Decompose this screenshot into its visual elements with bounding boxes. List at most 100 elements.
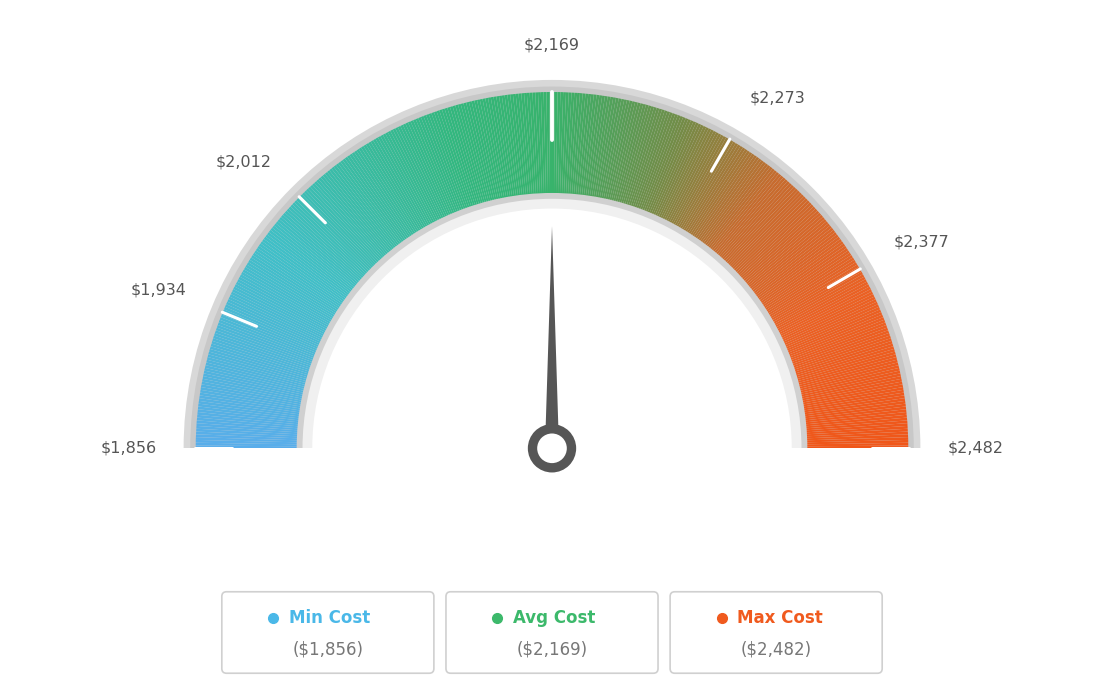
- Wedge shape: [277, 215, 359, 285]
- Wedge shape: [567, 90, 577, 195]
- Wedge shape: [556, 90, 561, 195]
- Wedge shape: [194, 426, 299, 435]
- Text: $2,482: $2,482: [947, 441, 1004, 456]
- Wedge shape: [230, 288, 326, 337]
- Wedge shape: [679, 138, 734, 230]
- Wedge shape: [261, 237, 347, 301]
- Wedge shape: [194, 415, 299, 426]
- Wedge shape: [799, 367, 902, 393]
- Wedge shape: [752, 228, 837, 295]
- Wedge shape: [743, 213, 825, 284]
- Wedge shape: [750, 224, 834, 291]
- Wedge shape: [666, 128, 714, 223]
- Wedge shape: [328, 167, 395, 250]
- Wedge shape: [753, 230, 839, 296]
- Wedge shape: [194, 423, 299, 433]
- Wedge shape: [326, 168, 393, 252]
- Wedge shape: [367, 139, 423, 231]
- Wedge shape: [699, 157, 763, 244]
- Wedge shape: [715, 174, 785, 255]
- Wedge shape: [789, 322, 889, 361]
- Wedge shape: [479, 97, 502, 200]
- Wedge shape: [607, 98, 633, 201]
- Wedge shape: [213, 327, 314, 364]
- Wedge shape: [612, 99, 638, 202]
- Wedge shape: [803, 397, 907, 415]
- Text: ($1,856): ($1,856): [293, 640, 363, 658]
- Wedge shape: [251, 251, 340, 311]
- Wedge shape: [722, 183, 796, 262]
- Wedge shape: [633, 108, 668, 208]
- Wedge shape: [282, 211, 362, 282]
- Wedge shape: [562, 90, 569, 195]
- Wedge shape: [444, 106, 478, 207]
- Wedge shape: [764, 251, 853, 311]
- Wedge shape: [792, 329, 891, 366]
- Wedge shape: [293, 199, 370, 273]
- Wedge shape: [778, 286, 873, 335]
- Wedge shape: [193, 434, 299, 440]
- Wedge shape: [762, 247, 850, 308]
- Wedge shape: [638, 111, 676, 210]
- Wedge shape: [194, 417, 299, 428]
- Wedge shape: [224, 301, 321, 346]
- Wedge shape: [493, 94, 512, 198]
- Wedge shape: [713, 172, 783, 255]
- Wedge shape: [496, 94, 514, 198]
- Wedge shape: [747, 219, 830, 288]
- Wedge shape: [644, 114, 684, 213]
- Wedge shape: [376, 134, 429, 227]
- Wedge shape: [195, 406, 300, 420]
- Wedge shape: [605, 98, 630, 201]
- Wedge shape: [298, 193, 374, 269]
- Wedge shape: [538, 90, 544, 195]
- Text: $2,377: $2,377: [894, 235, 949, 249]
- Wedge shape: [501, 93, 518, 197]
- Wedge shape: [628, 106, 662, 207]
- Wedge shape: [704, 161, 769, 247]
- Wedge shape: [428, 111, 466, 210]
- Wedge shape: [201, 373, 305, 397]
- Wedge shape: [552, 90, 555, 195]
- Wedge shape: [779, 290, 875, 339]
- Wedge shape: [736, 203, 816, 276]
- Wedge shape: [804, 406, 909, 420]
- Wedge shape: [592, 94, 611, 198]
- Wedge shape: [641, 112, 681, 212]
- Wedge shape: [560, 90, 566, 195]
- Wedge shape: [782, 295, 878, 342]
- Wedge shape: [463, 100, 491, 203]
- Wedge shape: [587, 93, 605, 198]
- Wedge shape: [195, 412, 300, 424]
- Wedge shape: [660, 124, 708, 220]
- Wedge shape: [193, 446, 298, 448]
- Wedge shape: [793, 335, 893, 370]
- Wedge shape: [197, 397, 301, 415]
- Wedge shape: [226, 295, 322, 342]
- Text: Avg Cost: Avg Cost: [513, 609, 595, 627]
- Wedge shape: [220, 311, 318, 353]
- Wedge shape: [805, 443, 911, 446]
- Wedge shape: [194, 420, 299, 431]
- Wedge shape: [274, 219, 357, 288]
- Wedge shape: [693, 150, 754, 239]
- Wedge shape: [433, 109, 470, 209]
- Wedge shape: [647, 116, 689, 214]
- Wedge shape: [205, 354, 308, 384]
- Wedge shape: [802, 386, 905, 406]
- Wedge shape: [219, 314, 317, 355]
- Wedge shape: [360, 144, 418, 235]
- Wedge shape: [739, 205, 817, 278]
- Wedge shape: [776, 280, 870, 331]
- Wedge shape: [620, 103, 652, 205]
- Wedge shape: [308, 205, 796, 448]
- Wedge shape: [745, 215, 827, 285]
- Wedge shape: [386, 129, 437, 224]
- Wedge shape: [245, 261, 336, 317]
- Wedge shape: [203, 364, 306, 391]
- Wedge shape: [312, 179, 384, 259]
- Wedge shape: [709, 167, 776, 250]
- Wedge shape: [734, 199, 811, 273]
- Wedge shape: [730, 193, 806, 269]
- Wedge shape: [661, 125, 710, 221]
